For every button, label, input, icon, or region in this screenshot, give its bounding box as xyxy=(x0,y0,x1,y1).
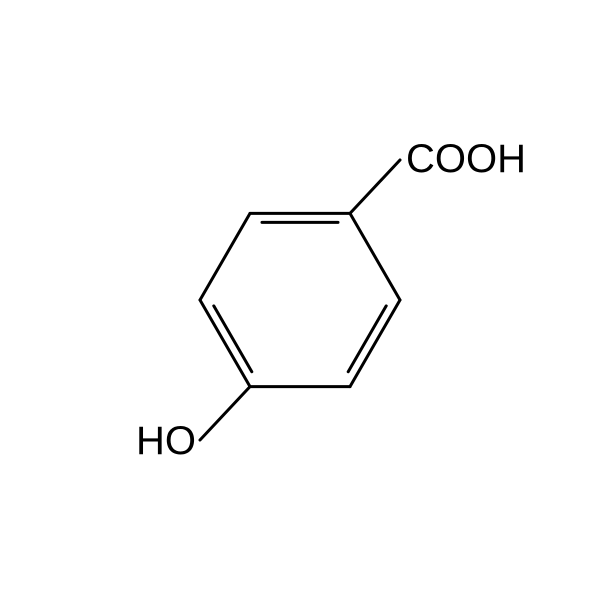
ring-bond-double xyxy=(348,306,386,372)
ring-bond xyxy=(200,213,250,300)
ring-bond xyxy=(350,213,400,300)
ring-bond-double xyxy=(214,306,252,372)
substituent-bond xyxy=(350,160,400,213)
substituent-label: HO xyxy=(136,419,196,463)
chemical-structure-diagram: COOH HO xyxy=(0,0,600,600)
substituent-label: COOH xyxy=(406,137,526,181)
ring-bond xyxy=(200,300,250,387)
substituent-bond xyxy=(200,387,250,440)
ring-bond xyxy=(350,300,400,387)
